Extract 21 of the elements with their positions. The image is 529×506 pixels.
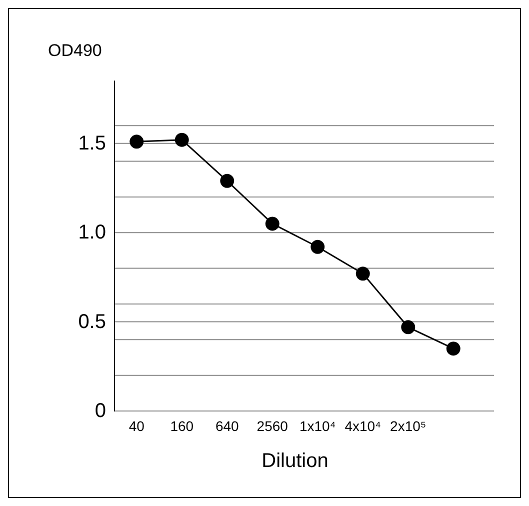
y-tick-label: 0: [94, 400, 106, 422]
x-tick-label: 1x10⁴: [299, 418, 336, 434]
x-tick-label: 40: [128, 418, 145, 434]
y-tick-label: 0.5: [78, 310, 106, 333]
y-tick-label: 1.5: [78, 132, 106, 154]
point: [446, 342, 460, 356]
point: [356, 266, 370, 281]
point: [174, 132, 189, 147]
point: [265, 216, 280, 231]
x-tick-label: 640: [215, 418, 240, 434]
x-axis-title: Dilution: [262, 450, 328, 472]
x-tick-label: 2560: [256, 418, 288, 434]
x-tick-label: 4x10⁴: [344, 418, 382, 434]
x-tick-label: 160: [170, 418, 194, 434]
point: [401, 320, 416, 334]
point: [130, 134, 144, 149]
point: [310, 240, 325, 254]
point: [220, 174, 234, 188]
x-tick-label: 2x10⁵: [390, 418, 426, 434]
y-axis-title: OD490: [48, 41, 102, 60]
y-tick-label: 1.0: [78, 222, 106, 244]
